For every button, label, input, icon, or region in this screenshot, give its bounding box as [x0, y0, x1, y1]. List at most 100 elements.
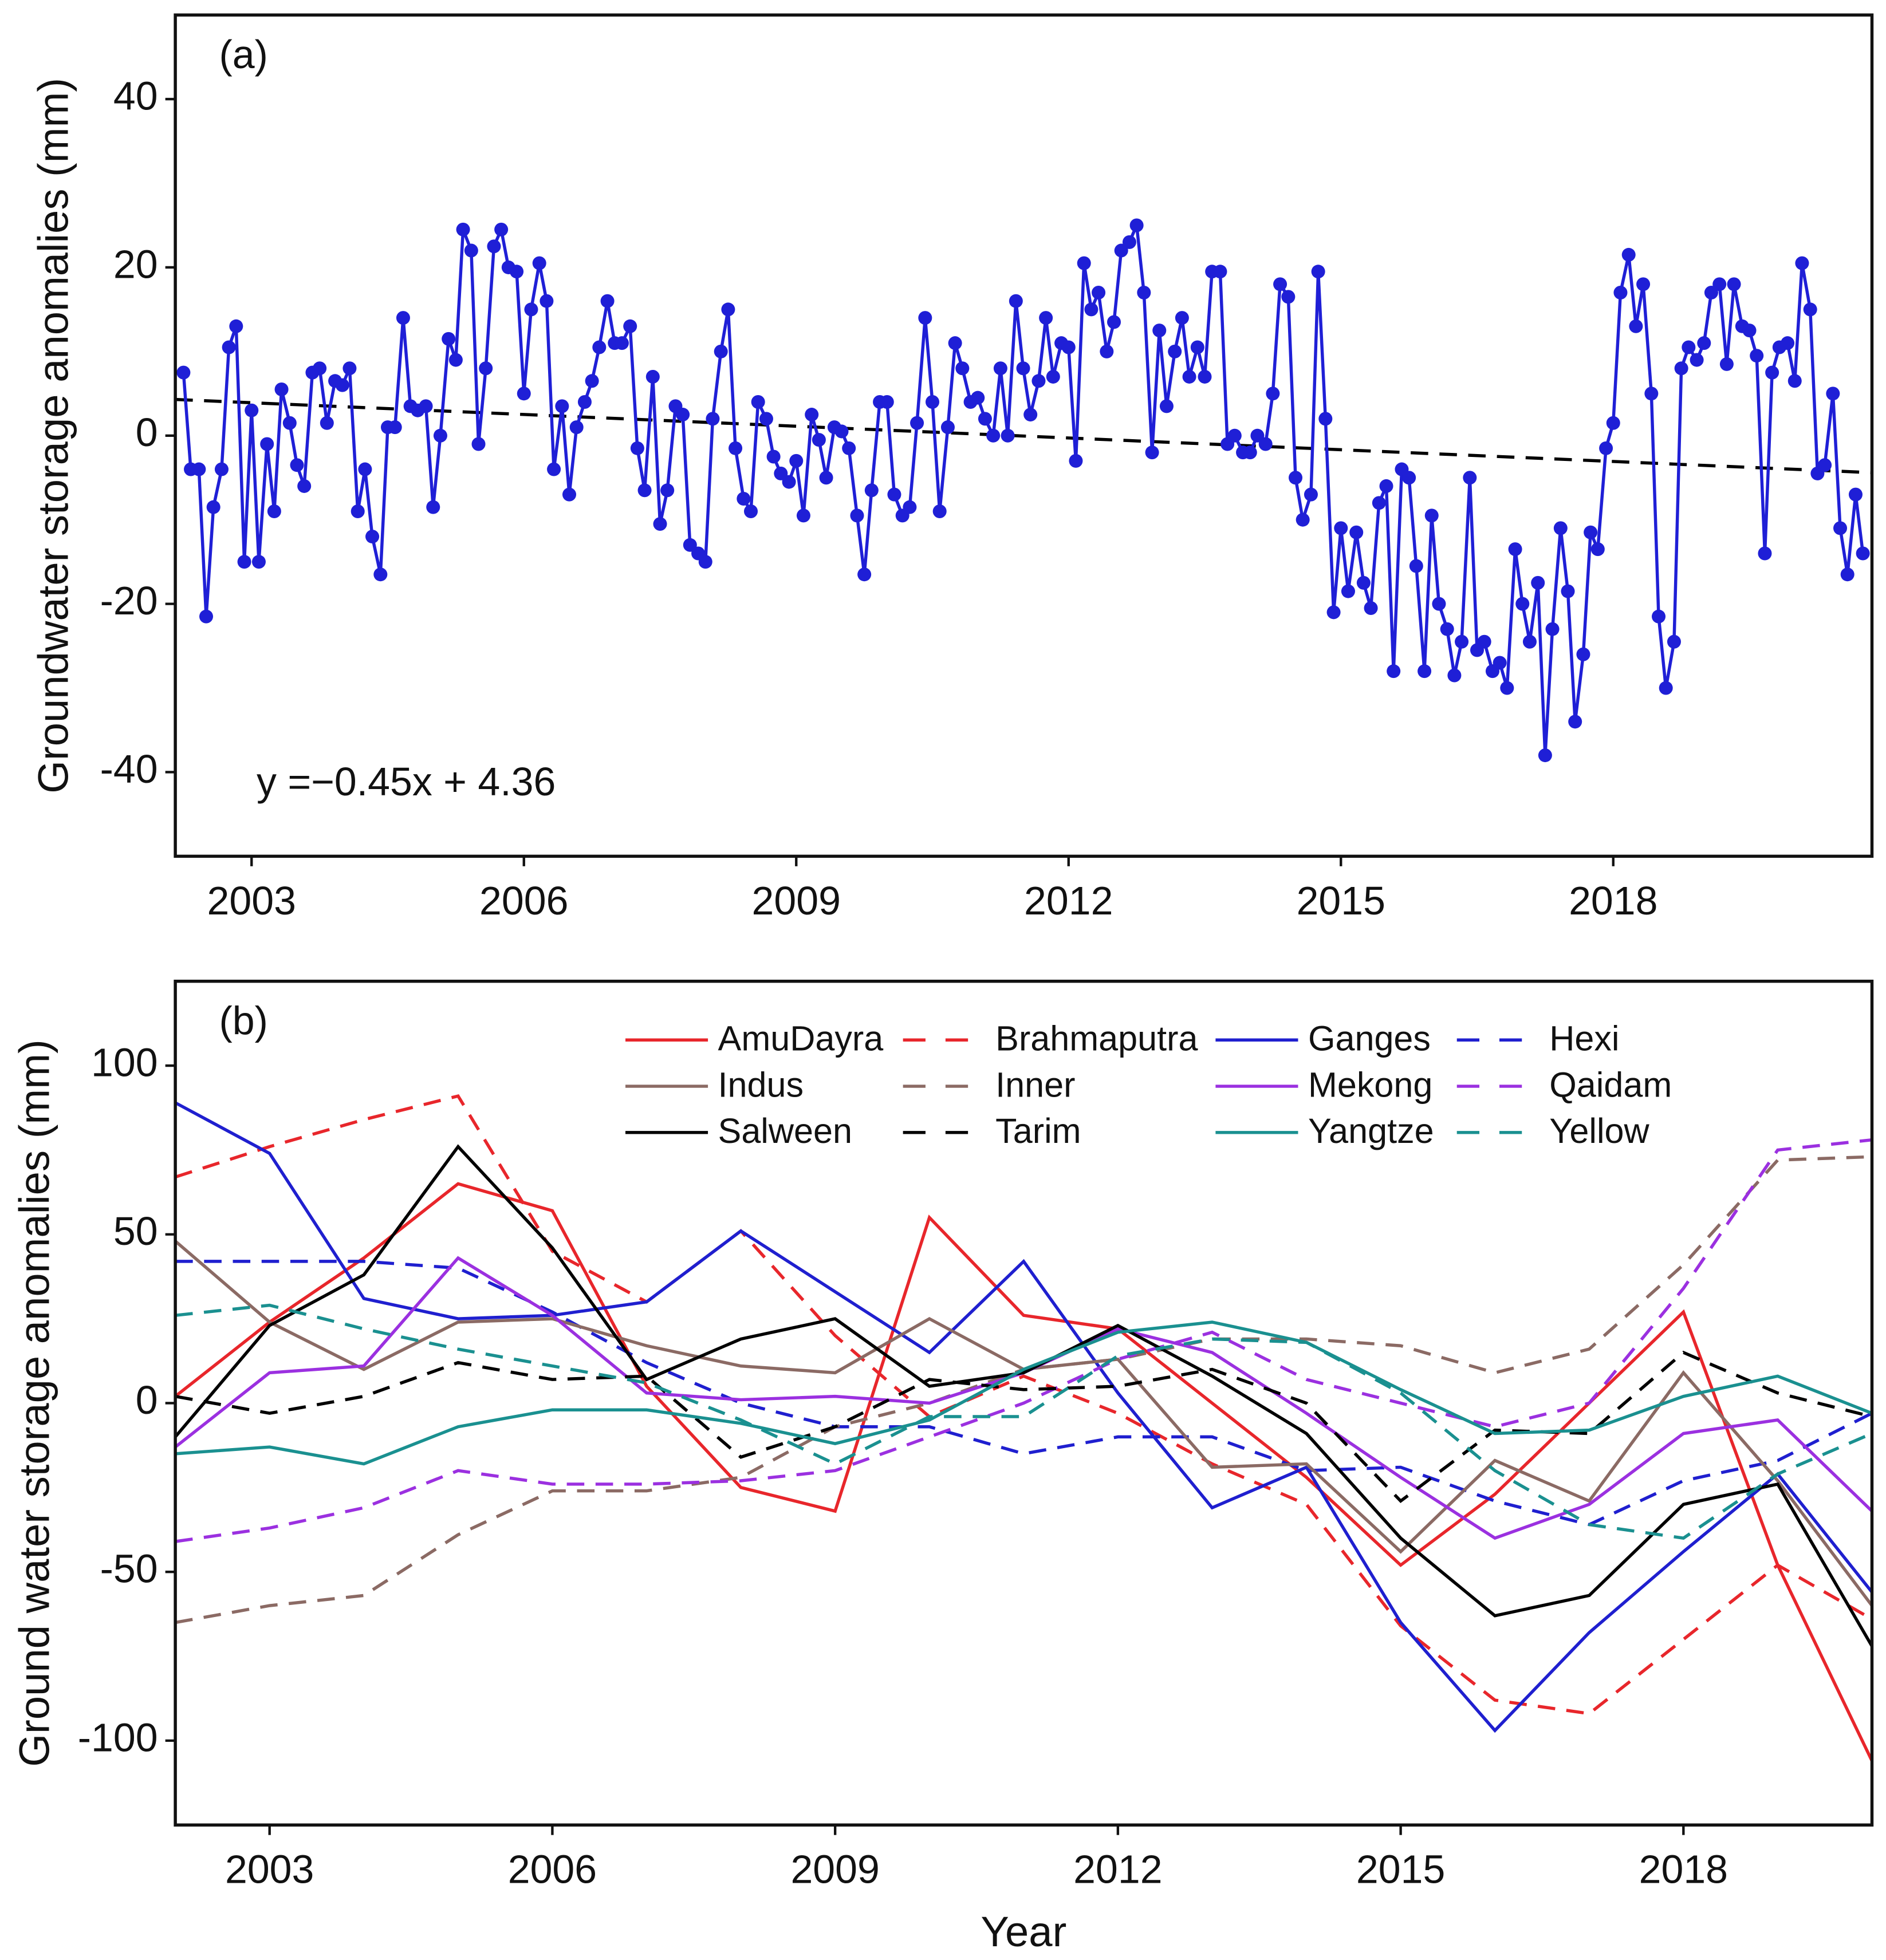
data-point [645, 369, 660, 384]
data-point [1107, 315, 1121, 329]
data-point [1682, 340, 1696, 354]
data-point [1227, 428, 1242, 443]
data-point [600, 294, 615, 308]
data-point [1296, 512, 1310, 527]
y-tick-label: 40 [113, 74, 158, 119]
data-point [834, 424, 849, 439]
data-point [555, 399, 569, 413]
data-point [1031, 374, 1046, 388]
data-point [676, 408, 690, 422]
data-point [1840, 567, 1854, 582]
data-point [1690, 353, 1704, 367]
y-axis-label: Groundwater storage anomalies (mm) [29, 78, 77, 794]
data-point [660, 483, 675, 498]
data-point [766, 449, 781, 464]
y-tick-label: -100 [78, 1715, 158, 1760]
data-point [993, 361, 1007, 376]
data-point [1538, 748, 1552, 763]
data-point [282, 416, 297, 430]
x-tick-label: 2018 [1569, 878, 1657, 923]
data-point [1545, 622, 1560, 636]
data-point [857, 567, 872, 582]
data-point [1318, 412, 1333, 426]
y-tick-label: -40 [100, 747, 158, 791]
data-point [320, 416, 334, 430]
x-tick-label: 2006 [508, 1847, 597, 1892]
data-point [1387, 664, 1401, 679]
series-line [175, 1303, 1873, 1540]
x-tick-label: 2009 [752, 878, 841, 923]
x-tick-label: 2018 [1639, 1847, 1728, 1892]
data-point [1455, 634, 1469, 649]
data-point [1100, 344, 1114, 358]
data-point [637, 483, 652, 498]
data-point [494, 222, 509, 236]
data-point [932, 504, 947, 519]
data-point [1039, 311, 1053, 325]
data-point [751, 395, 765, 409]
data-point [850, 508, 864, 523]
data-point [532, 256, 546, 270]
legend-label: Ganges [1308, 1019, 1431, 1058]
data-point [251, 555, 266, 569]
data-point [1266, 387, 1280, 401]
data-point [1122, 235, 1136, 249]
data-point [1781, 336, 1795, 350]
data-point [1652, 609, 1666, 624]
data-point [577, 395, 592, 409]
data-point [940, 420, 955, 435]
data-point [1750, 349, 1764, 363]
panel-label: (a) [219, 32, 268, 77]
data-point [510, 265, 524, 279]
y-tick-label: 0 [136, 410, 158, 455]
series-line [174, 1101, 1873, 1733]
equation: y =−0.45x + 4.36 [257, 759, 556, 804]
data-point [297, 479, 312, 493]
data-point [569, 420, 584, 435]
data-point [1311, 265, 1325, 279]
data-point [1168, 344, 1182, 358]
data-point [1515, 597, 1530, 611]
data-point [342, 361, 357, 376]
data-point [1364, 601, 1378, 615]
data-point [842, 441, 856, 455]
data-point [1273, 277, 1287, 291]
data-point [245, 403, 259, 417]
data-point [1061, 340, 1076, 354]
data-point [819, 471, 833, 485]
data-point [1636, 277, 1651, 291]
data-point [955, 361, 970, 376]
data-point [812, 433, 826, 447]
data-point [1016, 361, 1030, 376]
legend-label: Qaidam [1549, 1065, 1672, 1104]
data-point [1356, 575, 1371, 590]
data-point [517, 387, 531, 401]
data-point [1001, 428, 1015, 443]
x-axis-label: Year [981, 1908, 1066, 1955]
data-point [1795, 256, 1809, 270]
data-point [1613, 286, 1628, 300]
series-line [174, 1144, 1873, 1647]
data-point [971, 391, 985, 405]
data-point [1145, 445, 1159, 460]
data-point [585, 374, 599, 388]
data-point [351, 504, 365, 519]
data-point [1213, 265, 1227, 279]
data-point [1009, 294, 1023, 308]
data-point [365, 530, 380, 544]
data-point [1190, 340, 1204, 354]
data-point [1137, 286, 1151, 300]
data-point [1742, 324, 1757, 338]
data-point [199, 609, 214, 624]
x-tick-label: 2006 [479, 878, 568, 923]
data-point [698, 555, 712, 569]
data-point [1084, 302, 1098, 317]
data-point [759, 412, 773, 426]
data-point [737, 491, 751, 506]
data-point [1561, 584, 1575, 598]
data-point [1803, 302, 1817, 317]
data-point [1182, 369, 1196, 384]
data-point [214, 462, 229, 476]
data-point [1712, 277, 1727, 291]
